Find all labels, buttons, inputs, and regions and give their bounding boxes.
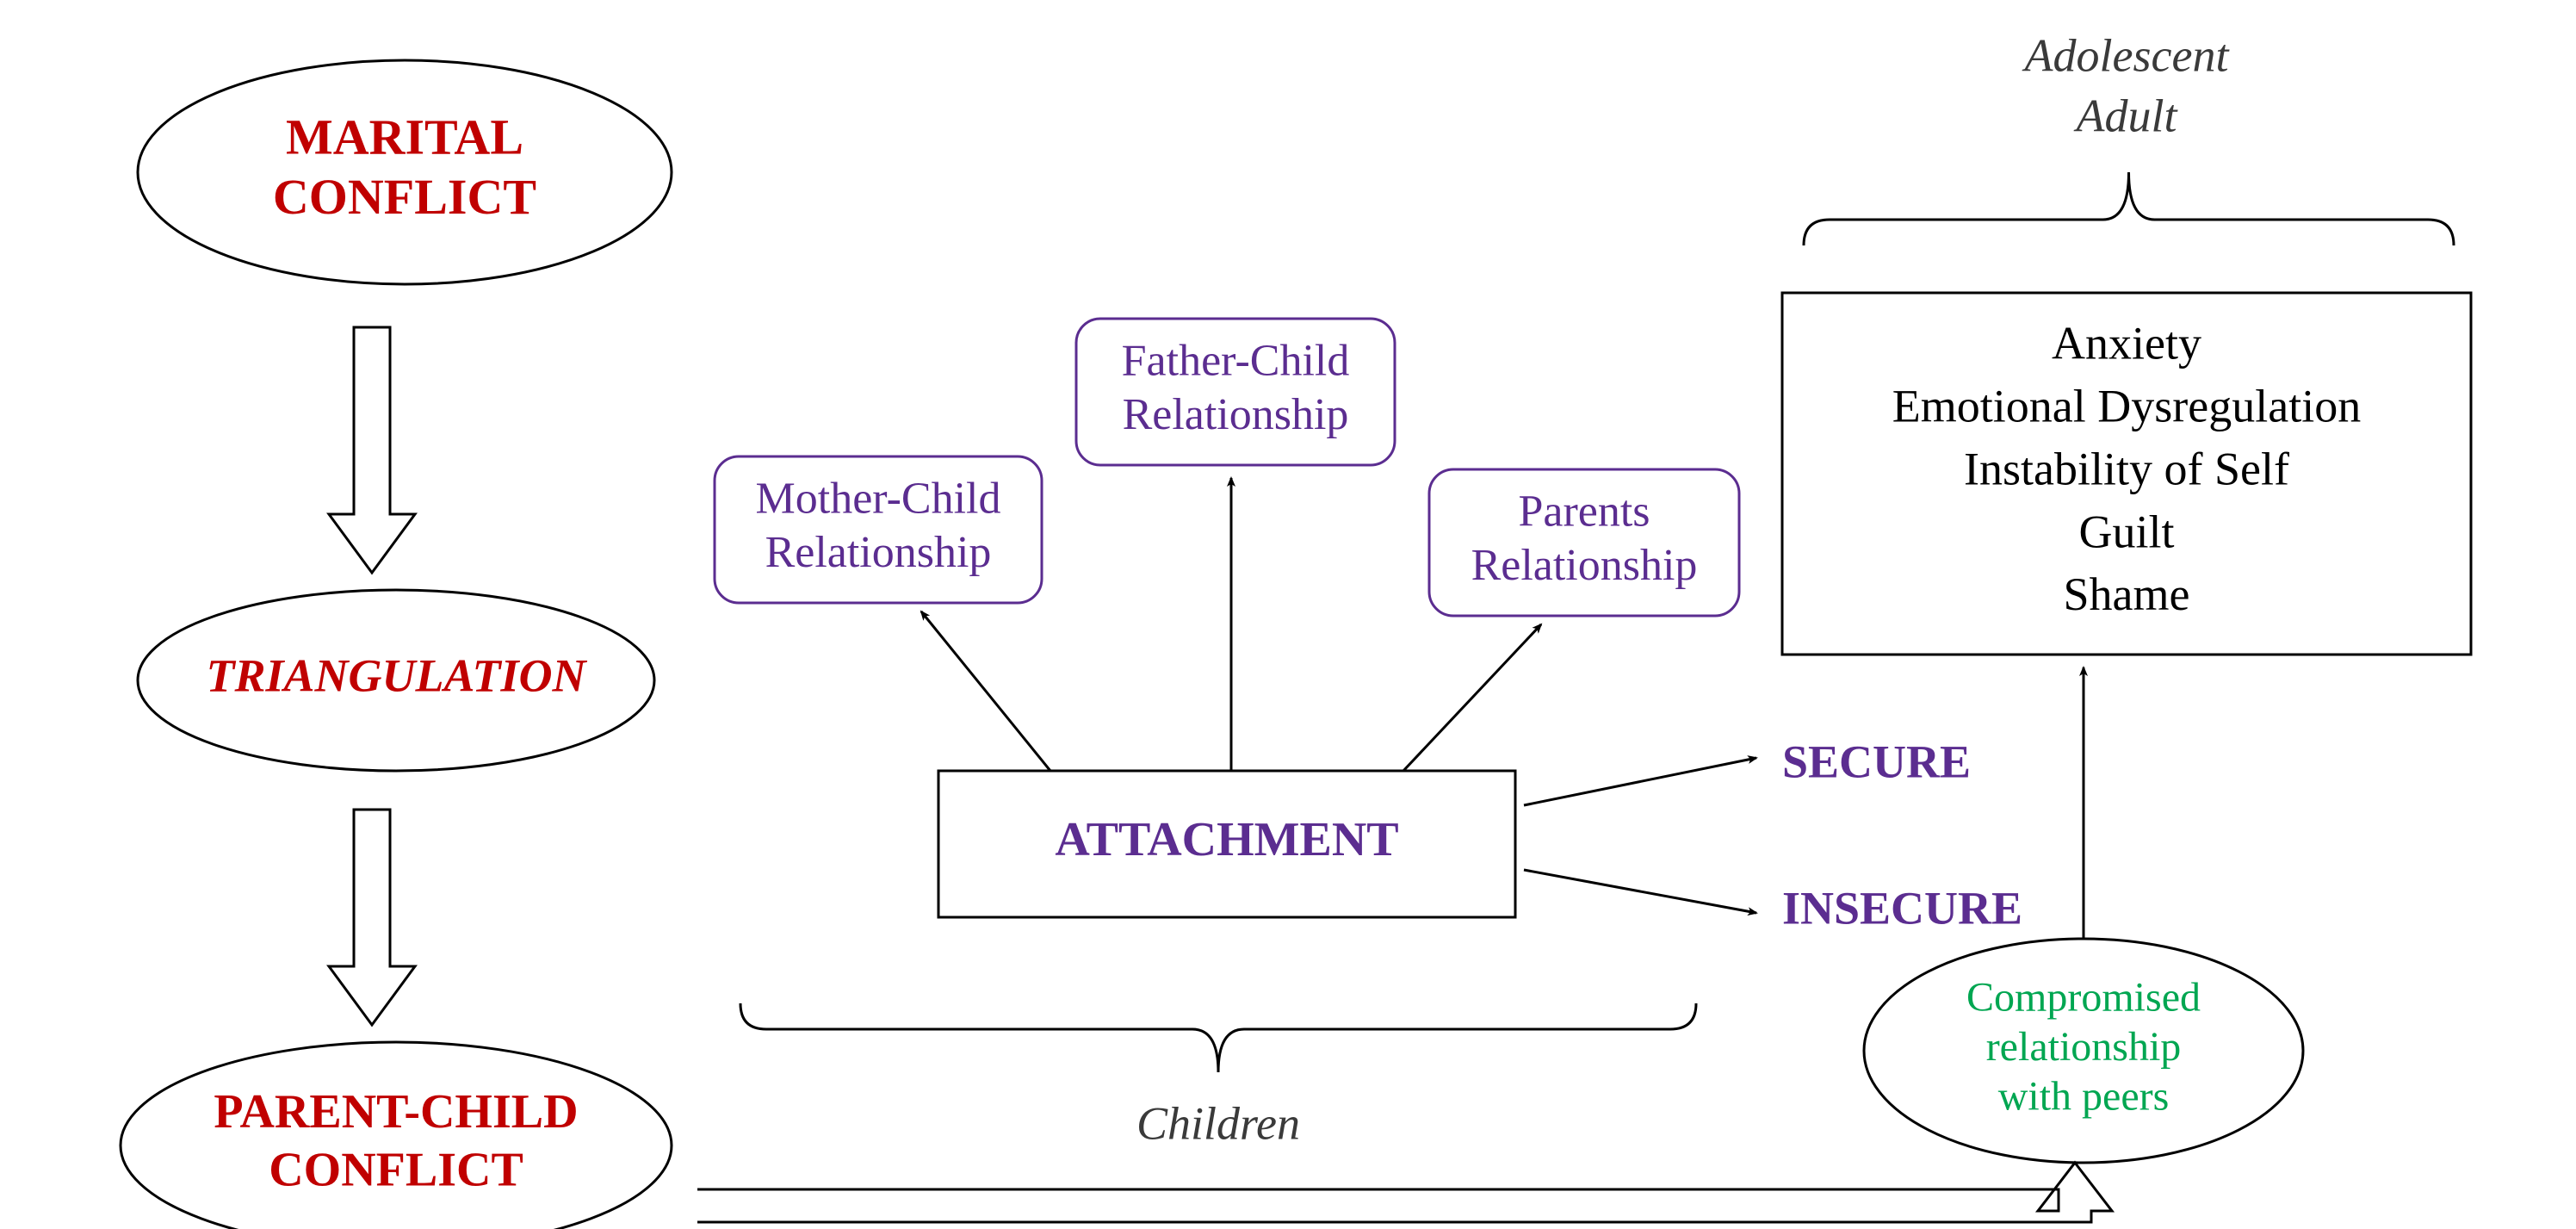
node-father_child-label-1: Relationship [1123,390,1349,439]
node-compromised-label-1: relationship [1986,1024,2182,1070]
node-marital-label-0: MARITAL [286,109,523,165]
arrow-attachment-to-insecure [1524,870,1756,913]
node-attachment-label-0: ATTACHMENT [1055,813,1398,866]
node-parents_rel-label-0: Parents [1518,487,1650,537]
node-triangulation-label-0: TRIANGULATION [206,649,587,701]
text-insecure: INSECURE [1782,882,2022,934]
flowchart-diagram: MARITALCONFLICTTRIANGULATIONPARENT-CHILD… [0,0,2576,1229]
node-father_child-label-0: Father-Child [1122,337,1350,386]
node-compromised-label-2: with peers [1998,1074,2170,1120]
node-mother_child-label-1: Relationship [765,528,992,577]
node-outcomes-line-3: Guilt [2078,506,2174,557]
text-children_label: Children [1136,1097,1300,1149]
text-adult_label: Adult [2074,90,2179,141]
node-parent_child-label-0: PARENT-CHILD [214,1085,578,1139]
node-outcomes-line-0: Anxiety [2052,318,2201,369]
arrow-attachment-to-secure [1524,758,1756,805]
node-parent_child-label-1: CONFLICT [269,1143,523,1196]
node-outcomes-line-4: Shame [2064,568,2190,620]
text-secure: SECURE [1782,736,1971,787]
node-outcomes-line-1: Emotional Dysregulation [1892,380,2361,431]
text-adolescent_label: Adolescent [2022,29,2231,81]
arrow-attachment-to-parents [1403,624,1541,771]
node-marital-label-1: CONFLICT [273,169,536,225]
brace-adolescent [1804,172,2454,245]
brace-children [740,1003,1696,1072]
node-outcomes-line-2: Instability of Self [1964,443,2289,494]
arrow-attachment-to-mother [921,611,1050,771]
arrow-triangulation-to-parentchild [329,810,415,1025]
node-mother_child-label-0: Mother-Child [756,475,1001,524]
arrow-marital-to-triangulation [329,327,415,573]
node-parents_rel-label-1: Relationship [1471,541,1698,590]
node-compromised-label-0: Compromised [1966,974,2201,1020]
arrow-parentchild-to-compromised [697,1163,2112,1222]
